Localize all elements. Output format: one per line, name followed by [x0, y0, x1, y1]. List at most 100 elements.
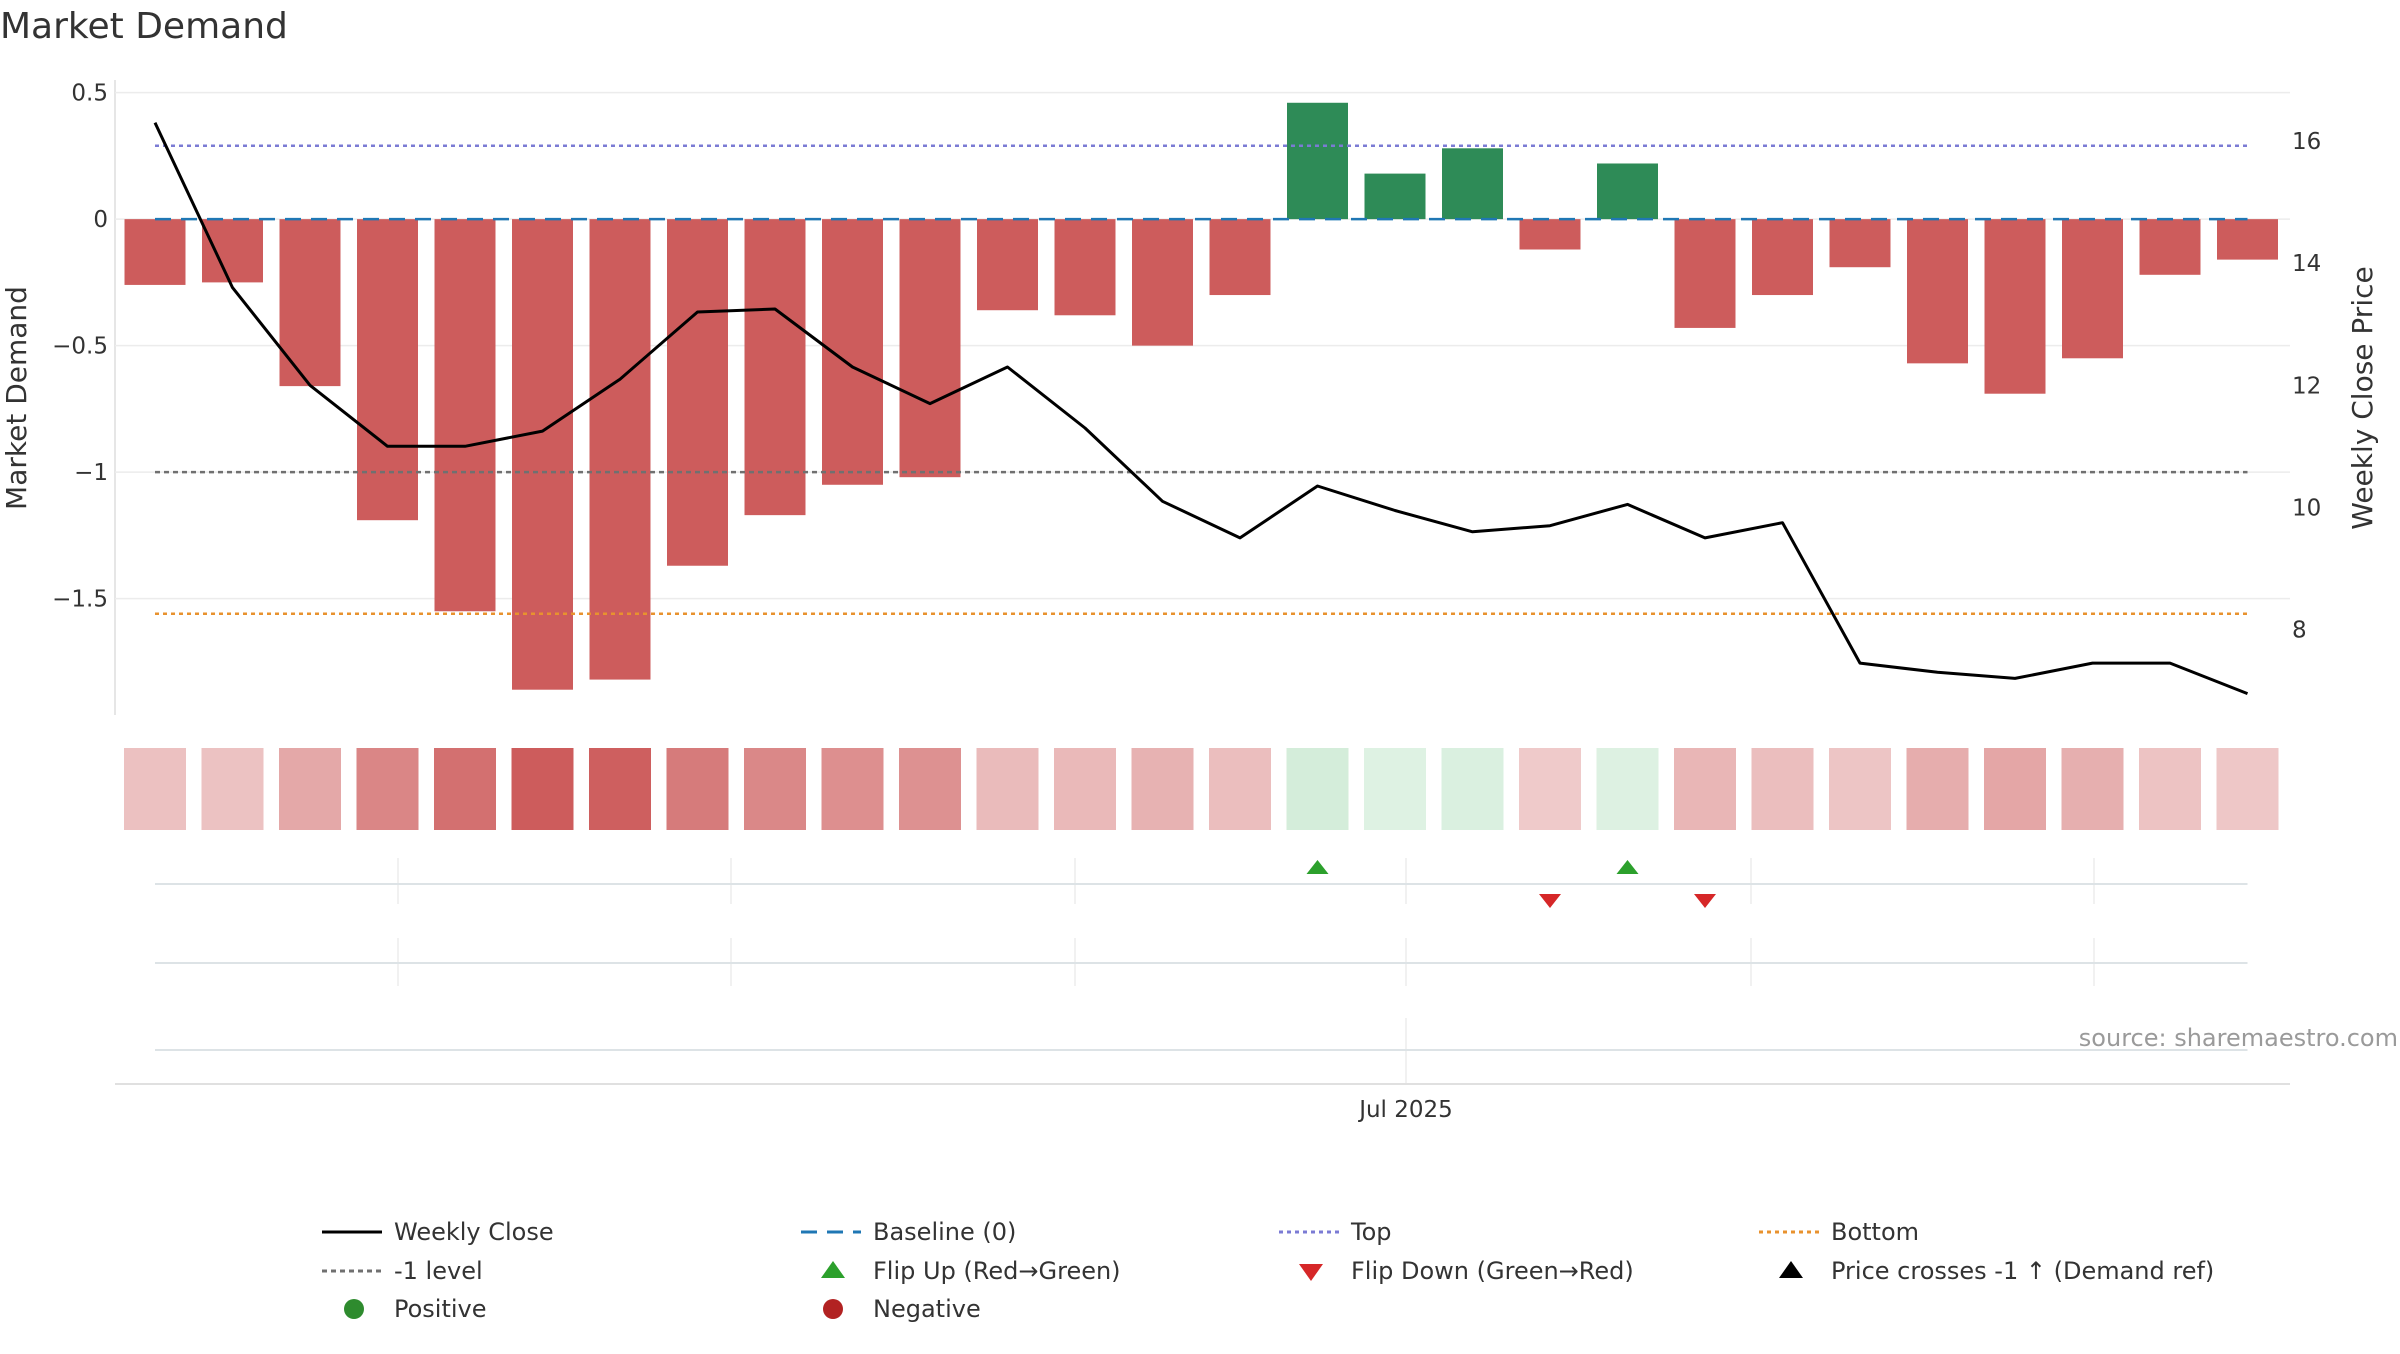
heat-cell — [356, 748, 419, 830]
heat-cell — [589, 748, 651, 830]
legend-label: Flip Down (Green→Red) — [1351, 1257, 1634, 1285]
y2-tick-label: 12 — [2292, 373, 2321, 399]
demand-bar — [977, 219, 1038, 311]
flip-up-marker — [1306, 860, 1329, 874]
flip-up-marker — [1616, 860, 1639, 874]
demand-bar — [2062, 219, 2123, 359]
heat-cell — [821, 748, 884, 830]
legend-label: Positive — [394, 1295, 487, 1323]
y2-tick-label: 16 — [2292, 129, 2321, 155]
heat-cell — [976, 748, 1039, 830]
demand-bar — [1132, 219, 1193, 346]
legend-label: Price crosses -1 ↑ (Demand ref) — [1831, 1257, 2214, 1285]
legend-item-bottom: Bottom — [1759, 1218, 1919, 1246]
demand-bar — [744, 219, 806, 516]
legend-swatch — [821, 1261, 845, 1278]
legend-label: Top — [1350, 1218, 1392, 1246]
demand-bar — [667, 219, 728, 566]
y2-tick-label: 14 — [2292, 251, 2321, 277]
event-panels-layer — [115, 858, 2290, 1085]
heat-cell — [2139, 748, 2201, 830]
heat-strip-layer — [124, 748, 2279, 830]
heat-cell — [1131, 748, 1194, 830]
y-tick-label: 0.5 — [71, 81, 108, 107]
legend-label: Flip Up (Red→Green) — [873, 1257, 1121, 1285]
heat-cell — [744, 748, 806, 830]
legend: Weekly Close Baseline (0) Top Bottom -1 leve… — [322, 1218, 2214, 1323]
legend-swatch — [1779, 1261, 1803, 1278]
y-tick-label: −1 — [74, 460, 108, 486]
heat-cell — [2061, 748, 2124, 830]
legend-label: Weekly Close — [394, 1218, 554, 1246]
flip-down-marker — [1694, 894, 1716, 908]
heat-cell — [201, 748, 264, 830]
bars-layer — [124, 102, 2278, 690]
demand-bar — [1209, 219, 1271, 296]
y2-tick-label: 8 — [2292, 618, 2307, 644]
legend-item-flip_down: Flip Down (Green→Red) — [1299, 1257, 1634, 1285]
flip-down-marker — [1539, 894, 1561, 908]
y-tick-label: −0.5 — [52, 334, 108, 360]
weekly-close-line — [153, 122, 2249, 695]
demand-bar — [512, 219, 573, 690]
demand-bar — [589, 219, 651, 680]
heat-cell — [1674, 748, 1736, 830]
legend-swatch — [823, 1299, 843, 1319]
demand-bar — [2217, 219, 2278, 260]
demand-bar — [1674, 219, 1736, 328]
legend-item-top: Top — [1279, 1218, 1392, 1246]
demand-bar — [1829, 219, 1891, 268]
demand-bar — [202, 219, 263, 283]
reference-lines-layer — [155, 144, 2248, 616]
heat-cell — [434, 748, 496, 830]
demand-bar — [1442, 148, 1503, 220]
y-axis-title: Market Demand — [0, 286, 33, 510]
demand-bar — [1984, 219, 2046, 394]
demand-bar — [279, 219, 341, 387]
demand-bar — [1752, 219, 1813, 296]
heat-cell — [1984, 748, 2046, 830]
heat-cell — [1906, 748, 1969, 830]
demand-bar — [1287, 102, 1348, 220]
legend-item-flip_up: Flip Up (Red→Green) — [821, 1257, 1121, 1285]
heat-cell — [1286, 748, 1349, 830]
legend-label: -1 level — [394, 1257, 483, 1285]
heat-cell — [2216, 748, 2279, 830]
legend-swatch — [344, 1299, 364, 1319]
heat-cell — [124, 748, 186, 830]
y-tick-label: −1.5 — [52, 587, 108, 613]
heat-cell — [1054, 748, 1116, 830]
heat-cell — [1751, 748, 1814, 830]
y2-tick-label: 10 — [2292, 495, 2321, 521]
heat-cell — [1596, 748, 1659, 830]
legend-item-minus1: -1 level — [322, 1257, 483, 1285]
demand-bar — [357, 219, 418, 521]
legend-label: Baseline (0) — [873, 1218, 1016, 1246]
chart-title: Market Demand — [0, 6, 288, 47]
legend-label: Negative — [873, 1295, 981, 1323]
legend-item-positive: Positive — [344, 1295, 487, 1323]
heat-cell — [666, 748, 729, 830]
y2-axis-title: Weekly Close Price — [2346, 266, 2379, 529]
heat-cell — [1364, 748, 1426, 830]
heat-cell — [1519, 748, 1581, 830]
heat-cell — [1441, 748, 1504, 830]
heat-cell — [1209, 748, 1271, 830]
heat-cell — [511, 748, 574, 830]
demand-bar — [124, 219, 186, 285]
heat-cell — [279, 748, 341, 830]
legend-item-cross: Price crosses -1 ↑ (Demand ref) — [1779, 1257, 2214, 1285]
demand-bar — [2139, 219, 2201, 275]
source-label: source: sharemaestro.com — [2079, 1024, 2398, 1052]
y-tick-label: 0 — [93, 207, 108, 233]
heat-cell — [899, 748, 961, 830]
demand-bar — [899, 219, 961, 478]
legend-item-close: Weekly Close — [322, 1218, 554, 1246]
demand-bar — [1907, 219, 1968, 364]
demand-bar — [434, 219, 496, 612]
legend-label: Bottom — [1831, 1218, 1919, 1246]
legend-item-baseline: Baseline (0) — [801, 1218, 1016, 1246]
legend-swatch — [1299, 1264, 1323, 1281]
